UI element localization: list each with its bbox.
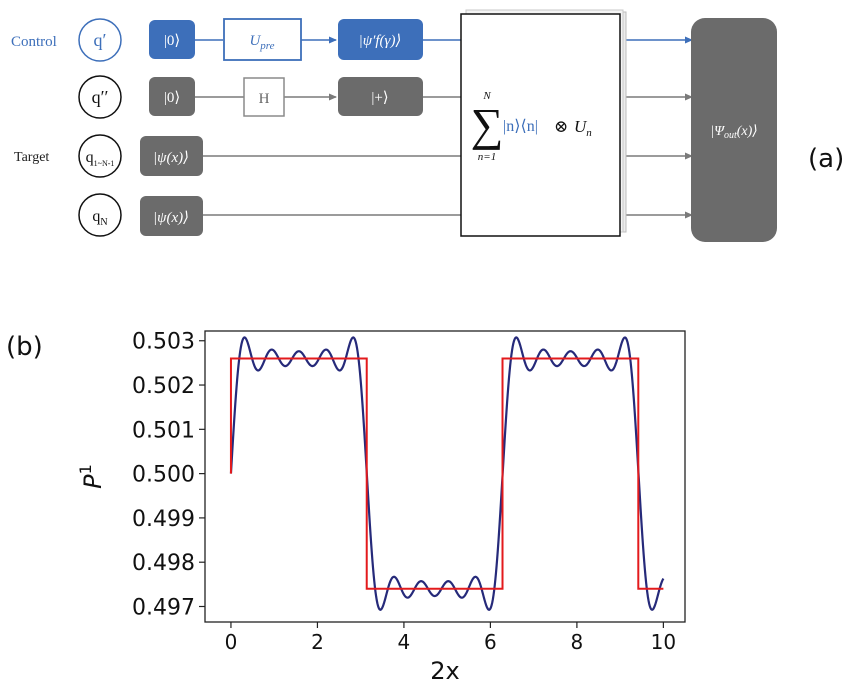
y-tick-label: 0.502 (132, 374, 195, 399)
svg-text:|ψ(x)⟩: |ψ(x)⟩ (153, 210, 189, 226)
control-label: Control (11, 34, 57, 50)
upre-main: U (249, 33, 261, 49)
svg-text:q1~N-1: q1~N-1 (86, 149, 115, 168)
chart-lines (229, 336, 665, 611)
gate-ket-plus: |+⟩ (338, 77, 423, 116)
svg-text:|ψ(x)⟩: |ψ(x)⟩ (153, 150, 189, 166)
x-tick-label: 6 (484, 630, 497, 654)
qubit-q-double-prime: q′′ (78, 75, 122, 119)
target-label: Target (14, 150, 49, 165)
x-tick-label: 4 (398, 630, 411, 654)
chart-ticks: 0 2 4 6 8 10 0.497 0.498 0.499 0.500 0.501 0.502 0.5… (132, 330, 676, 654)
panel-a-label: (a) (808, 144, 844, 174)
x-tick-label: 10 (651, 630, 676, 654)
qubit-q-prime-label: q′ (94, 30, 107, 50)
qubit-n-sub: N (100, 217, 107, 228)
qubit-mid-main: q (86, 149, 94, 166)
chart-y-label-sup: 1 (76, 464, 95, 474)
chart-frame (204, 330, 686, 623)
qubit-q-prime: q′ (78, 18, 122, 62)
y-tick-label: 0.499 (132, 507, 195, 532)
sum-upper: N (482, 90, 491, 102)
output-state-box: |Ψout(x)⟩ (691, 18, 777, 242)
sum-otimes: ⊗ (554, 117, 568, 136)
chart-square-wave: 0 2 4 6 8 10 0.497 0.498 0.499 0.500 0.501 0.502 0.5… (76, 330, 686, 685)
svg-text:qN: qN (92, 208, 107, 228)
chart-y-axis-label: P1 (76, 464, 107, 489)
gate-ket0-control: |0⟩ (149, 20, 195, 59)
qubit-q-1-to-n-1: q1~N-1 (78, 134, 122, 178)
y-tick-label: 0.498 (132, 551, 195, 576)
series-square-wave-target (229, 357, 664, 590)
svg-text:Upre: Upre (249, 33, 274, 52)
wires (195, 36, 693, 219)
output-ket-sub: out (724, 130, 737, 141)
gate-psi-target-2: |ψ(x)⟩ (140, 196, 203, 236)
y-tick-label: 0.497 (132, 595, 195, 620)
output-ket-open: |Ψ (710, 124, 725, 139)
svg-text:|ψ′f(γ)⟩: |ψ′f(γ)⟩ (359, 33, 402, 49)
x-tick-label: 0 (225, 630, 238, 654)
qubit-n-main: q (92, 208, 100, 225)
sum-sigma: ∑ (471, 99, 504, 150)
sum-projector: |n⟩⟨n| (503, 118, 538, 135)
y-tick-label: 0.501 (132, 418, 195, 443)
svg-text:Un: Un (574, 117, 592, 139)
series-fourier-approximation (229, 336, 665, 611)
chart-y-label-main: P (79, 474, 107, 489)
output-ket-close: (x)⟩ (737, 124, 758, 139)
svg-text:|0⟩: |0⟩ (164, 33, 180, 49)
panel-b-label: (b) (6, 332, 43, 362)
svg-text:H: H (259, 91, 270, 107)
gate-hadamard: H (243, 77, 285, 117)
x-tick-label: 2 (311, 630, 324, 654)
gate-psi-f: |ψ′f(γ)⟩ (338, 19, 423, 60)
qubit-mid-sub: 1~N-1 (94, 159, 115, 168)
sum-u-sub: n (586, 127, 592, 139)
svg-text:|0⟩: |0⟩ (164, 90, 180, 106)
x-tick-label: 8 (571, 630, 584, 654)
sum-u-main: U (574, 117, 588, 136)
gate-u-pre: Upre (223, 18, 302, 61)
circuit-diagram: Control Target q′ q′′ q1~N-1 qN |0⟩ Upre (11, 9, 844, 242)
gate-ket0-second: |0⟩ (149, 77, 195, 116)
qubit-q-double-prime-label: q′′ (92, 87, 109, 107)
svg-text:|+⟩: |+⟩ (371, 90, 388, 106)
upre-sub: pre (259, 40, 274, 52)
gate-psi-target-1: |ψ(x)⟩ (140, 136, 203, 176)
chart-x-axis-label: 2x (430, 657, 459, 685)
controlled-sum-block: ∑ N n=1 |n⟩⟨n| ⊗ Un (460, 9, 627, 237)
qubit-q-n: qN (78, 193, 122, 237)
y-tick-label: 0.503 (132, 330, 195, 355)
svg-text:|Ψout(x)⟩: |Ψout(x)⟩ (710, 124, 757, 141)
y-tick-label: 0.500 (132, 463, 195, 488)
sum-lower: n=1 (478, 151, 496, 163)
